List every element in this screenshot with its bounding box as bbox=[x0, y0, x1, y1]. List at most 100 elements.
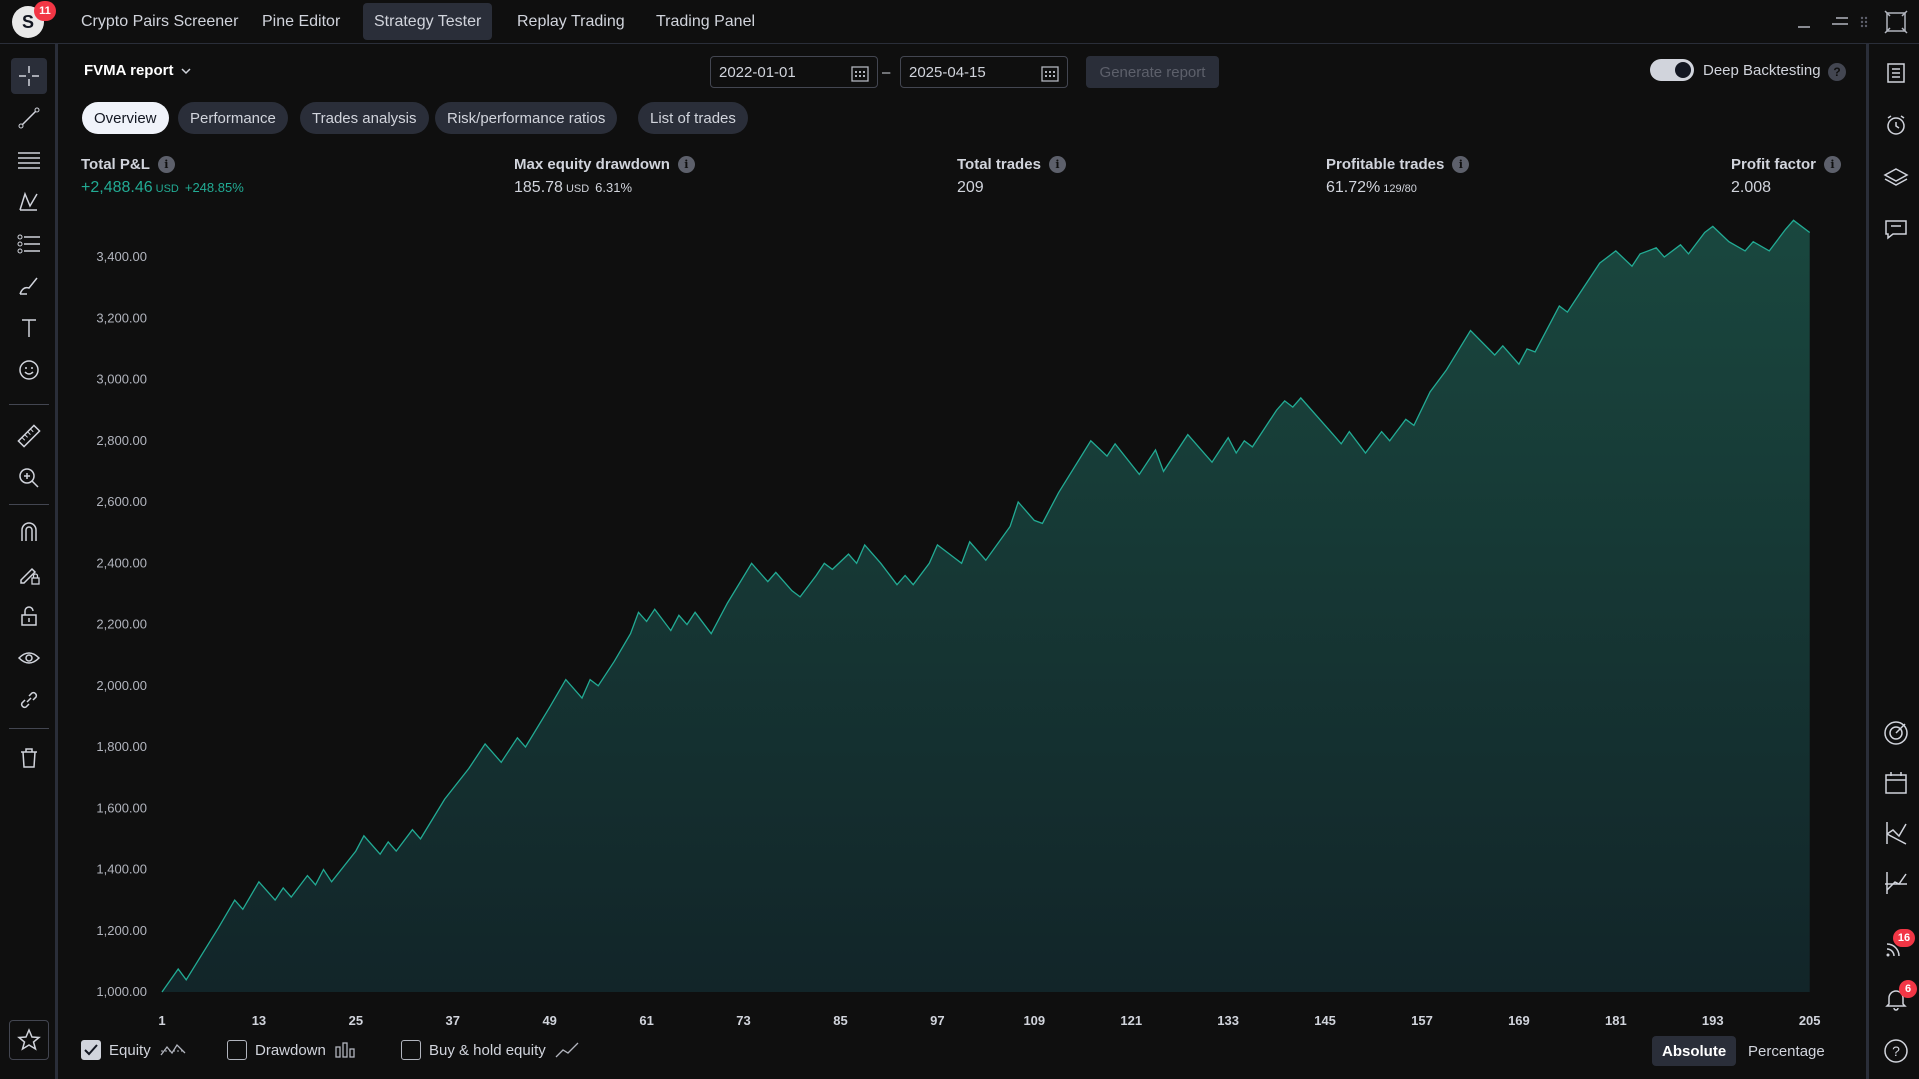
equity-checkbox[interactable] bbox=[81, 1040, 101, 1060]
x-tick-label: 13 bbox=[252, 1013, 266, 1028]
toolbar-divider bbox=[9, 728, 49, 729]
y-tick-label: 2,800.00 bbox=[96, 433, 147, 448]
tab-risk-performance-ratios[interactable]: Risk/performance ratios bbox=[435, 102, 618, 134]
legend-buy-hold-equity[interactable]: Buy & hold equity bbox=[401, 1040, 580, 1060]
news-feed-icon[interactable] bbox=[1879, 930, 1913, 964]
brush-icon[interactable] bbox=[11, 268, 47, 304]
help-icon[interactable]: ? bbox=[1828, 63, 1846, 81]
x-tick-label: 121 bbox=[1120, 1013, 1142, 1028]
x-tick-label: 25 bbox=[349, 1013, 363, 1028]
favorites-star-icon[interactable] bbox=[9, 1020, 49, 1060]
tab-list-of-trades[interactable]: List of trades bbox=[638, 102, 748, 134]
calendar-icon[interactable] bbox=[1879, 766, 1913, 800]
lock-icon[interactable] bbox=[11, 598, 47, 634]
strategy-chart-icon[interactable] bbox=[1879, 816, 1913, 850]
tab-overview[interactable]: Overview bbox=[82, 102, 169, 134]
generate-report-button[interactable]: Generate report bbox=[1086, 56, 1219, 88]
tab-performance[interactable]: Performance bbox=[178, 102, 288, 134]
y-tick-label: 2,000.00 bbox=[96, 678, 147, 693]
metric-value: +2,488.46 bbox=[81, 179, 153, 196]
y-tick-label: 2,400.00 bbox=[96, 555, 147, 570]
ruler-icon[interactable] bbox=[11, 418, 47, 454]
date-to-input[interactable]: 2025-04-15 bbox=[900, 56, 1068, 88]
tab-trading-panel[interactable]: Trading Panel bbox=[656, 12, 756, 30]
pattern-tool-icon[interactable] bbox=[11, 184, 47, 220]
zoom-in-icon[interactable] bbox=[11, 460, 47, 496]
percentage-mode-button[interactable]: Percentage bbox=[1748, 1042, 1825, 1060]
metric-unit: USD bbox=[565, 183, 590, 195]
report-selector[interactable]: FVMA report bbox=[84, 62, 191, 79]
watchlist-icon[interactable] bbox=[1879, 56, 1913, 90]
trash-icon[interactable] bbox=[11, 740, 47, 776]
metric-max-drawdown: Max equity drawdown i 185.78 USD 6.31% bbox=[514, 156, 695, 197]
metric-total-trades: Total trades i 209 bbox=[957, 156, 1066, 197]
forecasting-tool-icon[interactable] bbox=[11, 226, 47, 262]
emoji-icon[interactable] bbox=[11, 352, 47, 388]
x-tick-label: 37 bbox=[446, 1013, 460, 1028]
metric-total-pnl: Total P&L i +2,488.46 USD +248.85% bbox=[81, 156, 244, 197]
buy-hold-line-icon bbox=[555, 1042, 579, 1058]
metric-value: 209 bbox=[957, 179, 984, 196]
indicator-chart-icon[interactable] bbox=[1879, 866, 1913, 900]
panel-layout-icon[interactable] bbox=[1826, 8, 1854, 36]
drawdown-checkbox[interactable] bbox=[227, 1040, 247, 1060]
legend-label: Drawdown bbox=[255, 1041, 326, 1059]
date-from-value: 2022-01-01 bbox=[719, 63, 796, 81]
buy-hold-checkbox[interactable] bbox=[401, 1040, 421, 1060]
info-icon[interactable]: i bbox=[1048, 156, 1066, 173]
toolbar-divider bbox=[9, 404, 49, 405]
tab-pine-editor[interactable]: Pine Editor bbox=[262, 12, 341, 30]
date-from-input[interactable]: 2022-01-01 bbox=[710, 56, 878, 88]
info-icon[interactable]: i bbox=[1452, 156, 1470, 173]
calendar-icon[interactable] bbox=[1041, 64, 1059, 82]
trend-line-icon[interactable] bbox=[11, 100, 47, 136]
tab-trades-analysis[interactable]: Trades analysis bbox=[300, 102, 429, 134]
equity-line-icon bbox=[160, 1043, 186, 1056]
tab-crypto-pairs-screener[interactable]: Crypto Pairs Screener bbox=[81, 12, 239, 30]
layers-icon[interactable] bbox=[1879, 160, 1913, 194]
minimize-icon[interactable] bbox=[1790, 8, 1818, 36]
report-title: FVMA report bbox=[84, 62, 174, 79]
deep-backtesting-label: Deep Backtesting bbox=[1703, 62, 1821, 79]
metric-profit-factor: Profit factor i 2.008 bbox=[1731, 156, 1842, 197]
metric-profitable-trades: Profitable trades i 61.72% 129/80 bbox=[1326, 156, 1470, 197]
y-tick-label: 2,200.00 bbox=[96, 617, 147, 632]
chat-icon[interactable] bbox=[1879, 212, 1913, 246]
legend-equity[interactable]: Equity bbox=[81, 1040, 187, 1060]
deep-backtesting-toggle[interactable] bbox=[1650, 59, 1694, 81]
calendar-icon[interactable] bbox=[851, 64, 869, 82]
tab-strategy-tester[interactable]: Strategy Tester bbox=[363, 3, 493, 40]
equity-line bbox=[161, 219, 1811, 993]
text-tool-icon[interactable] bbox=[11, 310, 47, 346]
x-tick-label: 73 bbox=[736, 1013, 750, 1028]
info-icon[interactable]: i bbox=[157, 156, 175, 173]
eye-icon[interactable] bbox=[11, 640, 47, 676]
logo-letter: S bbox=[21, 11, 34, 32]
notification-badge: 11 bbox=[34, 1, 56, 21]
strategy-tester-panel: FVMA report 2022-01-01 – 2025-04-15 Gene… bbox=[58, 44, 1866, 1079]
alerts-clock-icon[interactable] bbox=[1879, 108, 1913, 142]
tab-replay-trading[interactable]: Replay Trading bbox=[517, 12, 625, 30]
info-icon[interactable]: i bbox=[677, 156, 695, 173]
help-circle-icon[interactable]: ? bbox=[1879, 1034, 1913, 1068]
info-icon[interactable]: i bbox=[1824, 156, 1842, 173]
absolute-mode-button[interactable]: Absolute bbox=[1652, 1036, 1737, 1066]
y-tick-label: 2,600.00 bbox=[96, 494, 147, 509]
x-tick-label: 193 bbox=[1702, 1013, 1724, 1028]
y-tick-label: 3,200.00 bbox=[96, 310, 147, 325]
maximize-icon[interactable] bbox=[1882, 8, 1910, 36]
fib-retracement-icon[interactable] bbox=[11, 142, 47, 178]
drawing-toolbar bbox=[0, 44, 58, 1079]
legend-drawdown[interactable]: Drawdown bbox=[227, 1040, 358, 1060]
lock-drawing-icon[interactable] bbox=[11, 556, 47, 592]
drag-handle-icon[interactable] bbox=[1850, 8, 1878, 36]
metric-label: Max equity drawdown bbox=[514, 156, 670, 173]
magnet-icon[interactable] bbox=[11, 514, 47, 550]
link-icon[interactable] bbox=[11, 682, 47, 718]
crosshair-icon[interactable] bbox=[11, 58, 47, 94]
metric-percent: 6.31% bbox=[595, 180, 633, 195]
y-tick-label: 3,000.00 bbox=[96, 372, 147, 387]
target-icon[interactable] bbox=[1879, 716, 1913, 750]
y-tick-label: 1,200.00 bbox=[96, 923, 147, 938]
